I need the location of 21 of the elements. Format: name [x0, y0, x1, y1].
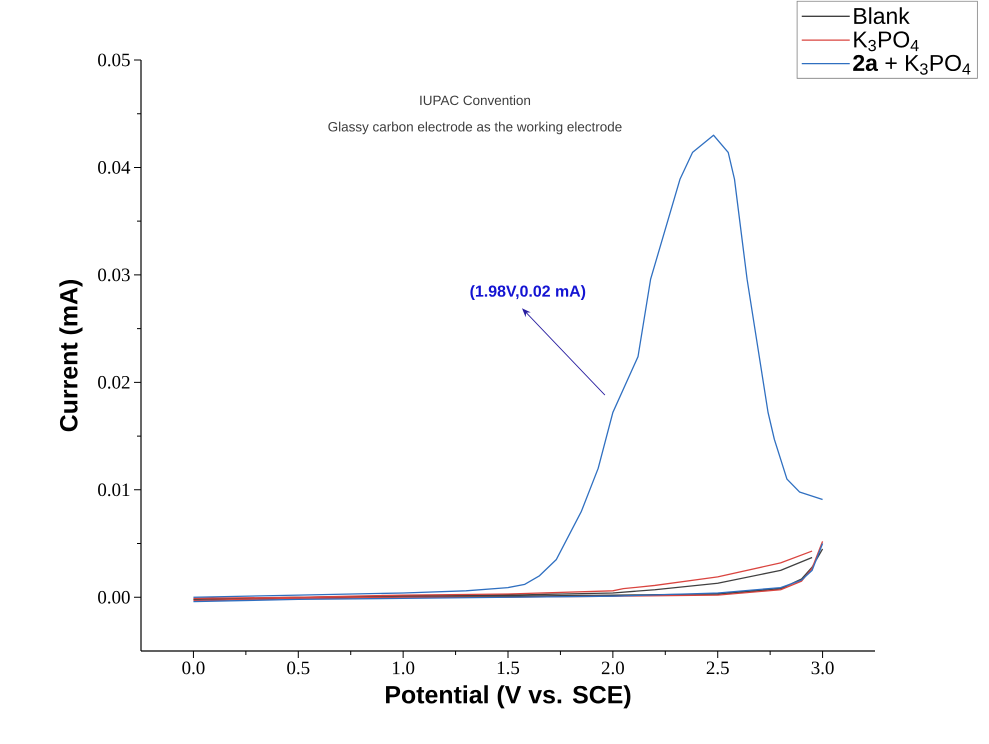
annotation: IUPAC Convention: [420, 95, 530, 106]
x-tick-label: 0.0: [182, 662, 205, 674]
y-tick-label: 0.04: [98, 161, 130, 174]
annotation: Glassy carbon electrode as the working electrode: [328, 122, 622, 134]
y-tick-label: 0.01: [98, 483, 130, 496]
x-tick-label: 1.5: [498, 662, 520, 674]
legend-label: 2a + K$_{3}$PO$_{4}$: [853, 54, 970, 75]
x-tick-label: 2.0: [602, 662, 624, 674]
legend-label: K$_{3}$PO$_{4}$: [854, 31, 919, 52]
x-axis-title: Potential (V vs. SCE): [386, 685, 630, 708]
annotation: (1.98V,0.02 mA): [470, 285, 586, 300]
x-tick-label: 3.0: [812, 662, 834, 674]
y-tick-label: 0.03: [98, 268, 130, 282]
y-tick-label: 0.02: [98, 376, 130, 389]
y-tick-label: 0.00: [98, 590, 130, 604]
legend-label: Blank: [854, 7, 910, 24]
y-tick-label: 0.05: [98, 54, 130, 66]
x-tick-label: 0.5: [287, 662, 310, 674]
y-axis-title: Current (mA): [59, 280, 83, 432]
x-tick-label: 2.5: [706, 662, 729, 674]
x-tick-label: 1.0: [392, 662, 414, 674]
